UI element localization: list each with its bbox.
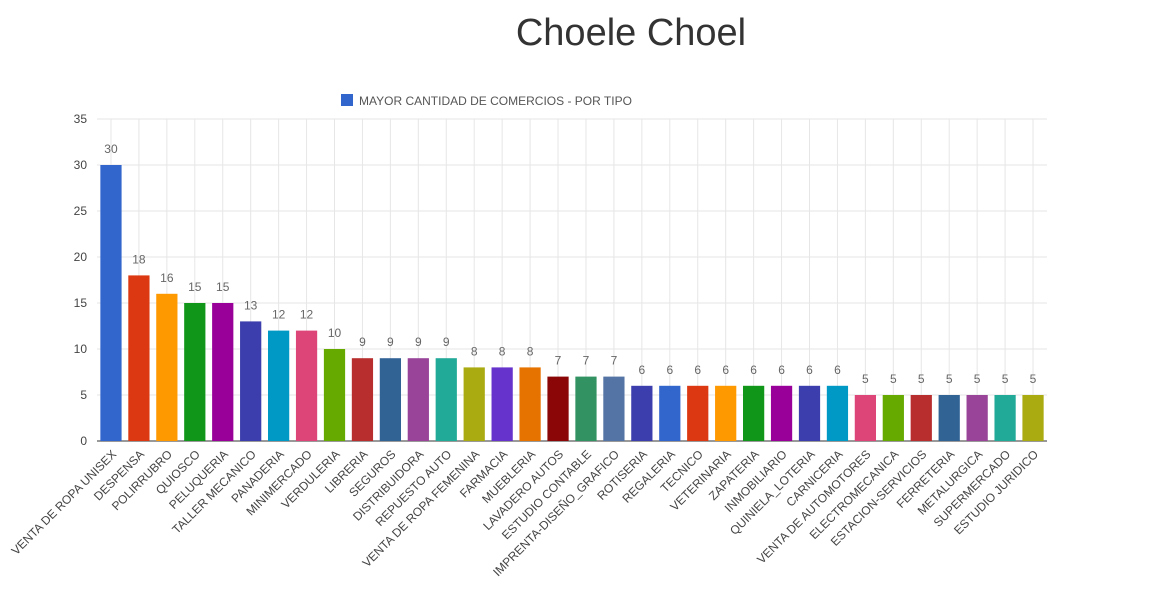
bar[interactable]: [631, 385, 653, 441]
bar[interactable]: [295, 330, 318, 441]
grid: [97, 118, 1047, 442]
bars: [100, 165, 1044, 441]
bar[interactable]: [351, 358, 374, 441]
data-label: 9: [359, 335, 366, 349]
data-label: 5: [918, 372, 925, 386]
y-tick-label: 20: [74, 250, 88, 264]
bar[interactable]: [1022, 395, 1044, 441]
bar[interactable]: [826, 385, 849, 441]
data-label: 6: [806, 363, 813, 377]
data-label: 6: [834, 363, 841, 377]
data-label: 9: [415, 335, 422, 349]
data-labels: 30 18 16 15 15 13 12 12 10 9 9 9 9 8 8 8 7 7 7 6 6 6 6 6 6 6 6 5 5 5 5…: [104, 142, 1036, 386]
bar[interactable]: [323, 349, 346, 441]
bar[interactable]: [547, 376, 569, 441]
data-label: 15: [188, 280, 202, 294]
bar[interactable]: [240, 321, 262, 441]
bar[interactable]: [798, 385, 821, 441]
legend-label: MAYOR CANTIDAD DE COMERCIOS - POR TIPO: [359, 94, 632, 108]
bar[interactable]: [994, 395, 1016, 441]
data-label: 16: [160, 271, 174, 285]
bar[interactable]: [407, 358, 429, 441]
bar[interactable]: [156, 293, 178, 441]
bar[interactable]: [938, 395, 960, 441]
bar[interactable]: [128, 275, 150, 441]
bar[interactable]: [212, 303, 234, 441]
data-label: 7: [611, 354, 618, 368]
y-tick-label: 0: [80, 434, 87, 448]
y-tick-label: 10: [74, 342, 88, 356]
chart-title: Choele Choel: [515, 12, 747, 54]
bar[interactable]: [575, 376, 597, 441]
bar[interactable]: [379, 358, 401, 441]
y-tick-label: 15: [74, 296, 88, 310]
data-label: 5: [890, 372, 897, 386]
data-label: 7: [555, 354, 562, 368]
data-label: 10: [328, 326, 342, 340]
data-label: 30: [104, 142, 118, 156]
bar[interactable]: [966, 395, 988, 441]
bar[interactable]: [715, 385, 737, 441]
legend-swatch: [341, 94, 353, 106]
data-label: 6: [750, 363, 757, 377]
data-label: 12: [300, 308, 314, 322]
data-label: 5: [1030, 372, 1037, 386]
bar[interactable]: [882, 395, 904, 441]
data-label: 8: [527, 344, 534, 358]
data-label: 6: [722, 363, 729, 377]
bar[interactable]: [910, 395, 932, 441]
data-label: 6: [778, 363, 785, 377]
legend[interactable]: MAYOR CANTIDAD DE COMERCIOS - POR TIPO: [341, 94, 632, 108]
data-label: 6: [639, 363, 646, 377]
bar[interactable]: [435, 358, 457, 441]
data-label: 5: [862, 372, 869, 386]
bar[interactable]: [687, 385, 709, 441]
data-label: 9: [443, 335, 450, 349]
data-label: 9: [387, 335, 394, 349]
bar[interactable]: [463, 367, 485, 441]
data-label: 6: [694, 363, 701, 377]
bar[interactable]: [491, 367, 513, 441]
x-axis: VENTA DE ROPA UNISEXDESPENSAPOLIRRUBROQU…: [9, 447, 1042, 579]
data-label: 6: [666, 363, 673, 377]
x-tick-label: VENTA DE ROPA UNISEX: [9, 447, 119, 557]
data-label: 8: [471, 344, 478, 358]
data-label: 18: [132, 252, 146, 266]
data-label: 5: [946, 372, 953, 386]
bar[interactable]: [603, 376, 625, 441]
bar[interactable]: [659, 385, 681, 441]
bar[interactable]: [100, 165, 122, 441]
y-tick-label: 5: [80, 388, 87, 402]
bar[interactable]: [743, 385, 765, 441]
y-tick-label: 25: [74, 204, 88, 218]
data-label: 5: [1002, 372, 1009, 386]
data-label: 8: [499, 344, 506, 358]
y-axis: 0 5 10 15 20 25 30 35: [74, 112, 88, 448]
y-tick-label: 30: [74, 158, 88, 172]
bar[interactable]: [268, 330, 290, 441]
bar[interactable]: [519, 367, 541, 441]
data-label: 15: [216, 280, 230, 294]
data-label: 7: [583, 354, 590, 368]
data-label: 5: [974, 372, 981, 386]
y-tick-label: 35: [74, 112, 88, 126]
bar[interactable]: [184, 303, 206, 441]
bar[interactable]: [770, 385, 793, 441]
bar[interactable]: [854, 395, 876, 441]
data-label: 12: [272, 308, 286, 322]
data-label: 13: [244, 298, 258, 312]
